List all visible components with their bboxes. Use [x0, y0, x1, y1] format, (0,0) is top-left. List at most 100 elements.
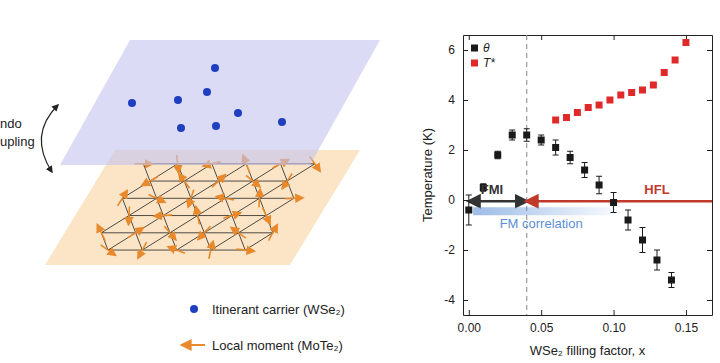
axis-line — [463, 36, 464, 316]
point — [668, 277, 675, 284]
annotation-label: FMI — [481, 182, 503, 197]
figure: ndouplingItinerant carrier (WSe₂)Local m… — [0, 0, 720, 363]
point — [509, 132, 516, 139]
local-moment — [142, 177, 158, 186]
local-moment — [282, 174, 292, 189]
tick-label: -2 — [444, 243, 455, 257]
local-moment — [246, 175, 260, 187]
local-moment — [216, 197, 234, 200]
tick: 0 — [448, 193, 468, 207]
y-axis-title: Temperature (K) — [420, 128, 435, 222]
lattice-bond — [232, 215, 266, 216]
point — [682, 39, 689, 46]
legend-label: T* — [483, 56, 495, 70]
local-moment — [231, 228, 246, 239]
local-moment — [268, 225, 277, 241]
error-bar — [625, 210, 631, 230]
plot-area — [465, 35, 712, 315]
carrier-dot — [174, 96, 182, 104]
tick-mark — [469, 35, 470, 40]
tick-mark — [463, 100, 468, 101]
tick-label: 0.05 — [530, 321, 554, 335]
carrier-dot — [234, 109, 242, 117]
tick-label: -4 — [444, 293, 455, 307]
double-arrow — [469, 200, 527, 203]
tick: 0.10 — [602, 310, 626, 335]
lattice-bond — [253, 181, 287, 182]
tick — [614, 35, 615, 40]
tick-mark — [541, 35, 542, 40]
tick: -2 — [444, 243, 468, 257]
carrier-dot — [212, 122, 220, 130]
tick-mark — [463, 50, 468, 51]
side-label: upling — [0, 134, 35, 149]
tick-mark — [469, 310, 470, 315]
carrier-dot — [278, 118, 286, 126]
error-bar — [567, 151, 573, 164]
local-moment — [168, 247, 185, 253]
local-moment — [101, 245, 116, 255]
tick-label: 0.10 — [602, 321, 626, 335]
error-bar — [640, 228, 646, 253]
reference-line — [526, 35, 527, 315]
local-moment — [164, 226, 176, 240]
lattice-bond — [204, 233, 211, 250]
series — [465, 129, 675, 288]
tick-label: 4 — [448, 93, 455, 107]
tick-mark — [463, 250, 468, 251]
local-moment — [97, 225, 105, 241]
point — [625, 217, 632, 224]
point — [465, 207, 472, 214]
point — [639, 87, 646, 94]
axis-line — [712, 36, 713, 316]
local-moment — [223, 213, 240, 219]
tick: 0.00 — [458, 310, 482, 335]
point — [585, 104, 592, 111]
correlation-band — [473, 207, 613, 215]
lattice-bond — [101, 232, 135, 233]
tick — [469, 35, 470, 40]
point — [596, 182, 603, 189]
tick-label: 2 — [448, 143, 455, 157]
diagram: ndouplingItinerant carrier (WSe₂)Local m… — [0, 40, 380, 353]
error-bar — [553, 140, 559, 155]
legend-label: Local moment (MoTe₂) — [212, 338, 343, 353]
local-moment — [138, 242, 146, 258]
tick-mark — [707, 250, 712, 251]
lattice-bond — [239, 216, 267, 233]
axis-line — [464, 315, 713, 316]
tick-mark — [707, 100, 712, 101]
tick: -4 — [444, 293, 468, 307]
local-moment — [128, 207, 131, 225]
tick-label: 0.15 — [675, 321, 699, 335]
lattice-bond — [150, 181, 184, 182]
tick-mark — [707, 50, 712, 51]
chart: 0.000.050.100.15-4-20246WSe₂ filling fac… — [420, 35, 713, 358]
tick-label: 0 — [448, 193, 455, 207]
point — [552, 144, 559, 151]
tick-label: 6 — [448, 43, 455, 57]
error-bar — [495, 151, 501, 159]
axis: -4 -2 0 2 4 6 — [444, 36, 468, 316]
lattice-bond — [219, 164, 247, 181]
local-moment — [212, 175, 225, 187]
legend-label: θ — [483, 41, 490, 55]
carrier-dot — [128, 99, 136, 107]
coupling-arrow — [41, 105, 58, 172]
point — [494, 152, 501, 159]
legend-arrow — [182, 344, 205, 346]
lattice — [97, 155, 320, 259]
lattice-bond — [184, 164, 212, 181]
tick-mark — [707, 150, 712, 151]
local-moment — [236, 249, 254, 251]
tick-mark — [463, 200, 468, 201]
carrier-dot — [211, 64, 219, 72]
point — [552, 117, 559, 124]
tick — [707, 100, 712, 101]
lattice-bond — [260, 181, 288, 198]
point — [672, 57, 679, 64]
tick: 0.15 — [675, 310, 699, 335]
local-moment — [118, 191, 128, 206]
annotation-label: HFL — [644, 182, 669, 197]
lattice-bond — [281, 164, 288, 181]
